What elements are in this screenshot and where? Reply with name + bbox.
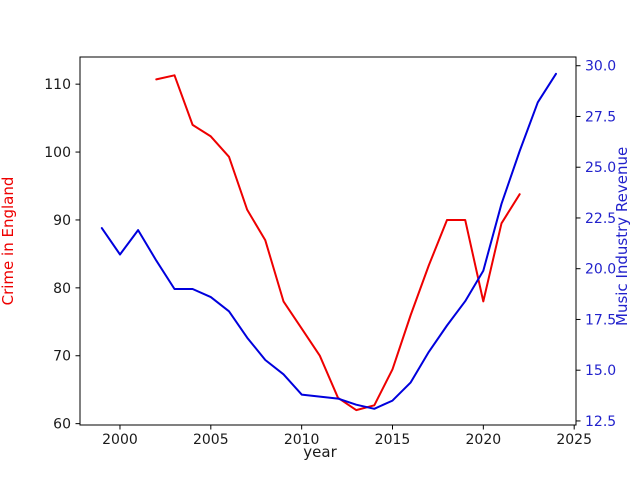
right-y-tick-label: 20.0 [585, 262, 616, 278]
left-y-tick-label: 90 [53, 213, 71, 229]
music-industry-revenue-line [100, 72, 557, 410]
x-tick-label: 2000 [102, 432, 138, 448]
right-y-tick-label: 12.5 [585, 414, 616, 430]
right-y-tick-label: 27.5 [585, 109, 616, 125]
x-tick-label: 2020 [466, 432, 502, 448]
right-y-tick-label: 25.0 [585, 160, 616, 176]
x-axis-label: year [303, 443, 337, 461]
x-tick-label: 2005 [193, 432, 229, 448]
left-y-tick-label: 100 [44, 145, 71, 161]
right-y-tick-label: 15.0 [585, 363, 616, 379]
left-y-tick-label: 110 [44, 77, 71, 93]
left-y-axis-label: Crime in England [0, 176, 17, 306]
right-y-axis-label: Music Industry Revenue [613, 146, 631, 326]
crime-in-england-line [155, 74, 521, 412]
plot-area-border [79, 56, 577, 426]
x-tick-label: 2015 [375, 432, 411, 448]
right-y-tick-label: 17.5 [585, 312, 616, 328]
left-y-tick-label: 70 [53, 349, 71, 365]
right-y-tick-label: 22.5 [585, 211, 616, 227]
x-tick-label: 2010 [284, 432, 320, 448]
left-y-tick-label: 60 [53, 417, 71, 433]
right-y-tick-label: 30.0 [585, 59, 616, 75]
x-tick-label: 2025 [556, 432, 592, 448]
left-y-tick-label: 80 [53, 281, 71, 297]
